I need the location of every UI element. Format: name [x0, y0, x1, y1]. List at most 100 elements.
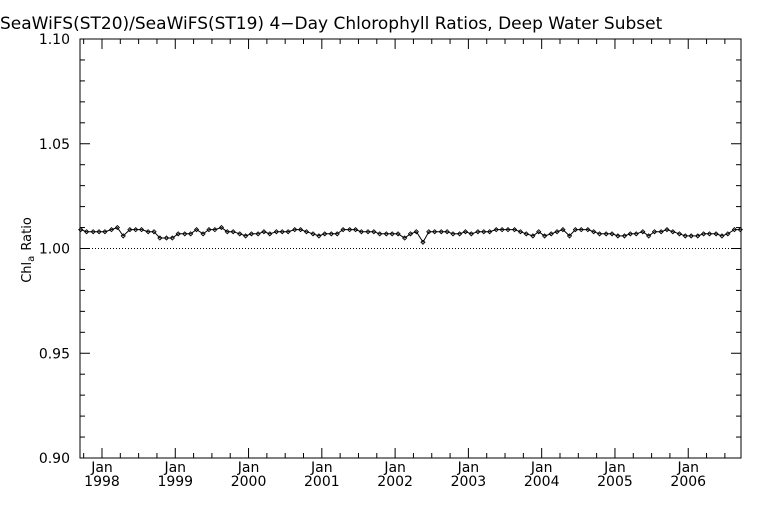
data-point — [285, 229, 291, 235]
data-point — [658, 229, 664, 235]
data-point — [499, 227, 505, 233]
data-point — [640, 229, 646, 235]
data-point — [83, 229, 90, 235]
data-point — [261, 229, 267, 235]
y-tick-label: 0.95 — [39, 346, 70, 362]
data-point — [432, 229, 438, 235]
data-point — [365, 229, 371, 235]
data-point — [438, 229, 444, 235]
y-tick-label: 1.10 — [39, 32, 70, 48]
data-point — [371, 229, 377, 235]
data-point — [389, 231, 395, 237]
x-tick-month-label: Jan — [676, 460, 699, 476]
data-point — [603, 231, 609, 237]
data-point — [695, 233, 701, 239]
data-point — [609, 231, 615, 237]
data-point — [163, 235, 170, 241]
x-tick-month-label: Jan — [163, 460, 186, 476]
data-point — [383, 231, 389, 237]
data-point — [212, 227, 218, 233]
data-point — [615, 233, 621, 239]
data-point — [493, 227, 499, 233]
data-point — [633, 231, 639, 237]
data-point — [402, 235, 408, 241]
data-point — [511, 227, 518, 233]
data-point — [322, 231, 328, 237]
x-tick-month-label: Jan — [383, 460, 406, 476]
x-tick-year-label: 2004 — [524, 474, 560, 490]
x-tick-month-label: Jan — [310, 460, 333, 476]
data-point — [651, 229, 658, 235]
data-point — [517, 229, 524, 235]
data-point — [169, 235, 175, 241]
data-point — [688, 233, 694, 239]
data-point — [713, 231, 719, 237]
data-point — [157, 235, 163, 241]
data-point — [475, 229, 481, 235]
chart-title: SeaWiFS(ST20)/SeaWiFS(ST19) 4−Day Chloro… — [0, 14, 663, 34]
data-point — [237, 231, 243, 237]
data-point — [358, 229, 365, 235]
data-point — [175, 231, 181, 237]
data-point — [413, 229, 419, 235]
data-point — [585, 227, 591, 233]
data-point — [621, 233, 628, 239]
x-ticks: Jan1998Jan1999Jan2000Jan2001Jan2002Jan20… — [83, 39, 726, 490]
data-point — [200, 231, 206, 237]
data-point — [328, 231, 334, 237]
data-point — [193, 227, 200, 233]
y-tick-label: 0.90 — [39, 451, 70, 467]
data-point — [444, 229, 450, 235]
y-ticks: 0.90 0.95 1.00 1.05 1.10 — [39, 32, 741, 467]
x-tick-year-label: 2000 — [231, 474, 267, 490]
data-point — [78, 227, 84, 233]
data-point — [96, 229, 102, 235]
x-tick-year-label: 1998 — [84, 474, 120, 490]
data-point — [316, 233, 322, 239]
y-tick-label: 1.00 — [39, 242, 70, 258]
x-tick-month-label: Jan — [457, 460, 480, 476]
y-axis-label: Chla Ratio — [20, 217, 37, 283]
data-point — [706, 231, 713, 237]
data-point — [334, 231, 340, 237]
data-point — [230, 229, 236, 235]
data-point — [456, 231, 463, 237]
data-point — [719, 233, 725, 239]
x-tick-month-label: Jan — [603, 460, 626, 476]
data-point — [481, 229, 487, 235]
data-point — [340, 227, 346, 233]
data-point — [468, 231, 474, 237]
data-point — [523, 231, 529, 237]
data-point — [108, 227, 115, 233]
data-point — [560, 227, 566, 233]
data-point — [700, 231, 707, 237]
x-tick-year-label: 2001 — [304, 474, 340, 490]
data-point — [530, 233, 536, 239]
data-point — [646, 233, 652, 239]
x-tick-year-label: 1999 — [157, 474, 193, 490]
data-point — [377, 231, 383, 237]
data-point — [151, 229, 157, 235]
data-point — [347, 227, 353, 233]
data-point — [725, 231, 731, 237]
data-point — [505, 227, 511, 233]
data-point — [407, 231, 414, 237]
data-point — [248, 231, 255, 237]
data-point — [102, 229, 108, 235]
data-point — [487, 229, 493, 235]
data-point — [279, 229, 285, 235]
data-point — [737, 227, 743, 233]
series-line — [80, 227, 741, 244]
data-point — [541, 233, 548, 239]
data-point — [133, 227, 139, 233]
data-point — [462, 229, 469, 235]
data-point — [566, 233, 573, 239]
data-point — [255, 231, 261, 237]
data-point — [572, 227, 579, 233]
data-point — [591, 229, 597, 235]
data-point — [731, 227, 738, 233]
data-point — [670, 229, 676, 235]
data-point — [218, 224, 225, 231]
y-axis-label-prefix: Chl — [20, 262, 35, 283]
